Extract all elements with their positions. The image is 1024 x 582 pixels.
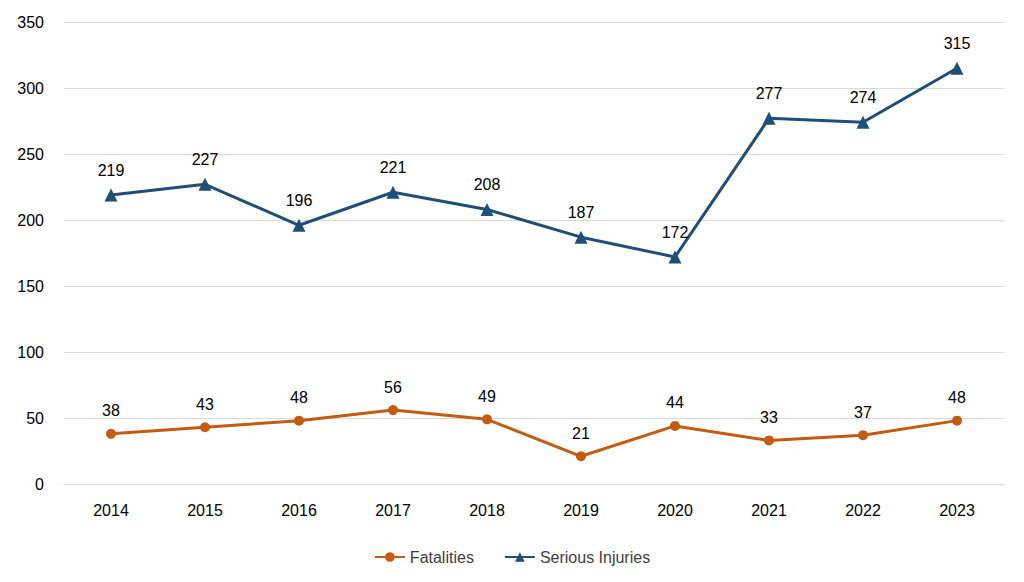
svg-text:50: 50 xyxy=(26,410,44,427)
svg-text:48: 48 xyxy=(948,389,966,406)
svg-text:100: 100 xyxy=(17,344,44,361)
svg-text:0: 0 xyxy=(35,476,44,493)
svg-text:221: 221 xyxy=(380,159,407,176)
svg-text:2015: 2015 xyxy=(187,502,223,519)
svg-text:250: 250 xyxy=(17,146,44,163)
svg-text:350: 350 xyxy=(17,14,44,31)
svg-text:196: 196 xyxy=(286,192,313,209)
svg-text:49: 49 xyxy=(478,388,496,405)
svg-text:300: 300 xyxy=(17,80,44,97)
svg-text:2018: 2018 xyxy=(469,502,505,519)
svg-text:219: 219 xyxy=(98,162,125,179)
svg-text:2021: 2021 xyxy=(751,502,787,519)
svg-text:37: 37 xyxy=(854,404,872,421)
svg-text:2020: 2020 xyxy=(657,502,693,519)
svg-text:2014: 2014 xyxy=(93,502,129,519)
svg-text:208: 208 xyxy=(474,176,501,193)
svg-text:277: 277 xyxy=(756,85,783,102)
svg-text:48: 48 xyxy=(290,389,308,406)
svg-text:21: 21 xyxy=(572,425,590,442)
svg-text:315: 315 xyxy=(944,35,971,52)
svg-text:187: 187 xyxy=(568,204,595,221)
svg-text:38: 38 xyxy=(102,402,120,419)
svg-text:2022: 2022 xyxy=(845,502,881,519)
svg-text:Serious Injuries: Serious Injuries xyxy=(540,549,650,566)
svg-text:2023: 2023 xyxy=(939,502,975,519)
svg-text:172: 172 xyxy=(662,224,689,241)
svg-text:2016: 2016 xyxy=(281,502,317,519)
svg-text:56: 56 xyxy=(384,379,402,396)
svg-text:200: 200 xyxy=(17,212,44,229)
svg-text:44: 44 xyxy=(666,394,684,411)
svg-text:2019: 2019 xyxy=(563,502,599,519)
svg-text:150: 150 xyxy=(17,278,44,295)
svg-text:274: 274 xyxy=(850,89,877,106)
svg-text:Fatalities: Fatalities xyxy=(410,549,474,566)
svg-text:2017: 2017 xyxy=(375,502,411,519)
svg-text:33: 33 xyxy=(760,409,778,426)
svg-text:227: 227 xyxy=(192,151,219,168)
svg-text:43: 43 xyxy=(196,396,214,413)
